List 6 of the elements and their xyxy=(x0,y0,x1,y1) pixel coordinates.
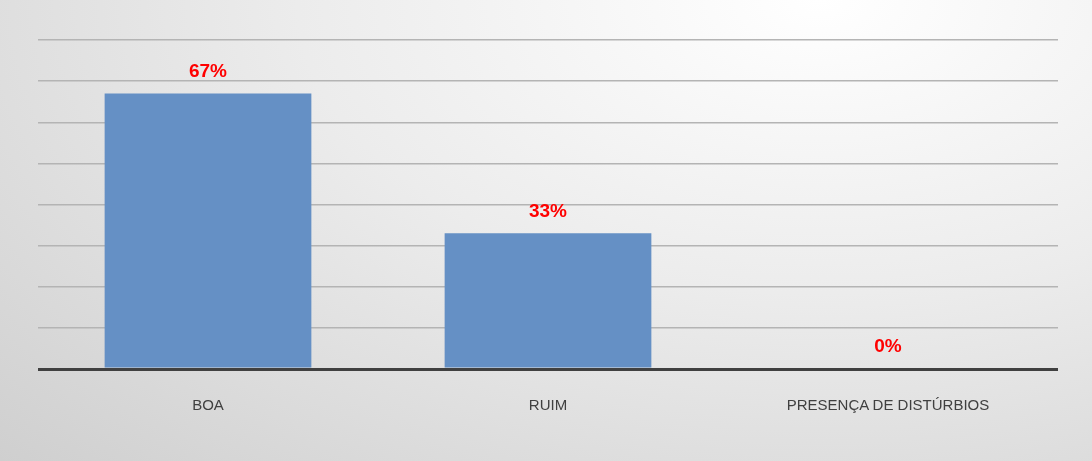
x-tick-label: BOA xyxy=(192,396,224,414)
x-tick-label: PRESENÇA DE DISTÚRBIOS xyxy=(786,396,990,414)
x-tick-label: RUIM xyxy=(528,396,568,414)
data-label: 33% xyxy=(528,199,568,221)
data-label: 0% xyxy=(874,335,902,357)
data-label: 67% xyxy=(188,59,228,81)
